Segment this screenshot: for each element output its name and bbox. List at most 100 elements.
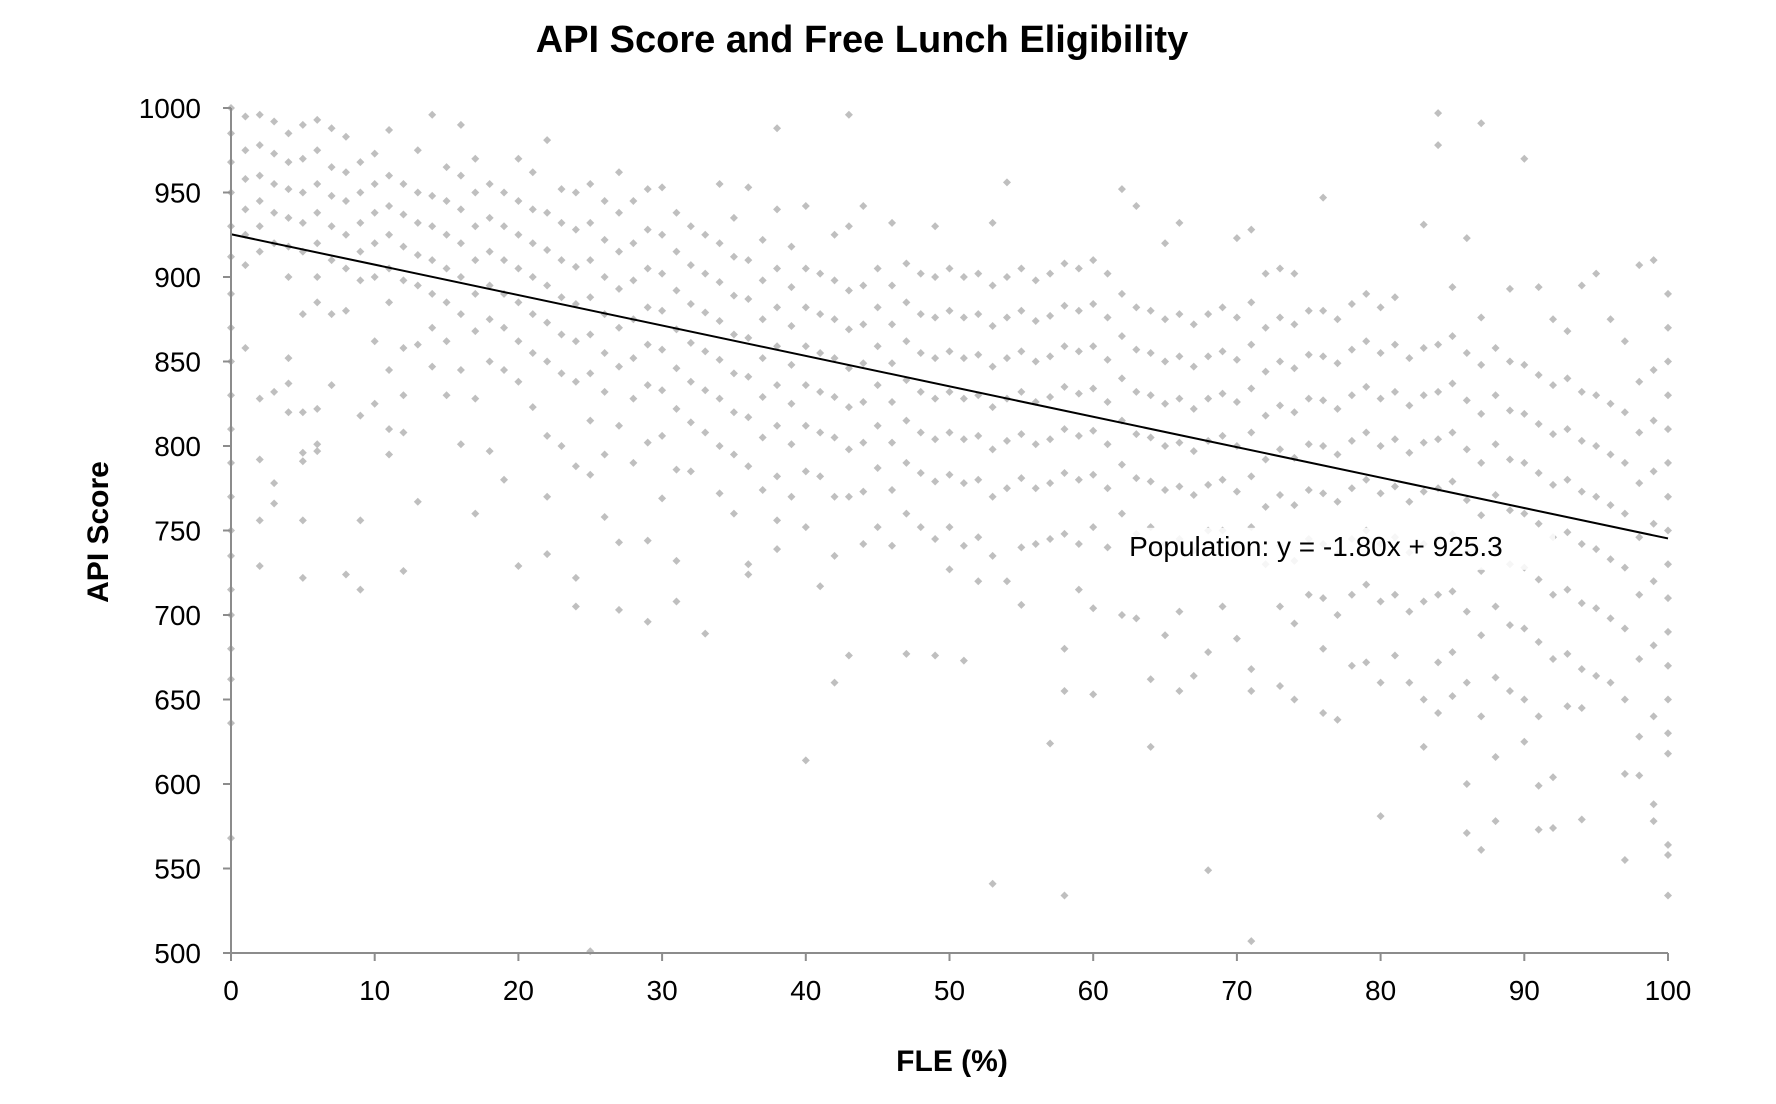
chart-title: API Score and Free Lunch Eligibility: [536, 19, 1188, 61]
data-point: [543, 136, 552, 145]
data-point: [1089, 384, 1098, 393]
data-point: [1347, 661, 1356, 670]
data-point: [844, 492, 853, 501]
data-point: [1448, 692, 1457, 701]
data-point: [844, 222, 853, 231]
data-point: [686, 300, 695, 309]
y-tick-label: 600: [154, 769, 201, 800]
data-point: [1002, 313, 1011, 322]
data-point: [1117, 332, 1126, 341]
data-point: [614, 421, 623, 430]
data-point: [1347, 590, 1356, 599]
data-point: [1405, 354, 1414, 363]
data-point: [1505, 687, 1514, 696]
data-point: [1060, 425, 1069, 434]
data-point: [298, 448, 307, 457]
data-point: [1276, 602, 1285, 611]
data-point: [672, 597, 681, 606]
data-point: [1060, 529, 1069, 538]
data-point: [270, 479, 279, 488]
data-point: [1448, 477, 1457, 486]
data-point: [859, 281, 868, 290]
data-point: [1161, 315, 1170, 324]
data-point: [888, 485, 897, 494]
data-point: [1175, 482, 1184, 491]
data-point: [1534, 519, 1543, 528]
data-point: [1505, 406, 1514, 415]
data-point: [643, 264, 652, 273]
data-point: [1319, 352, 1328, 361]
data-point: [1520, 360, 1529, 369]
data-point: [1390, 482, 1399, 491]
data-point: [1491, 391, 1500, 400]
data-point: [1146, 306, 1155, 315]
data-point: [629, 354, 638, 363]
data-point: [1520, 695, 1529, 704]
data-point: [600, 450, 609, 459]
data-point: [471, 154, 480, 163]
data-point: [1204, 866, 1213, 875]
data-point: [313, 440, 322, 449]
data-point: [1304, 440, 1313, 449]
data-point: [1577, 815, 1586, 824]
data-point: [1534, 825, 1543, 834]
data-point: [471, 289, 480, 298]
data-point: [1462, 349, 1471, 358]
data-point: [571, 602, 580, 611]
data-point: [1290, 364, 1299, 373]
data-point: [385, 230, 394, 239]
data-point: [1577, 665, 1586, 674]
data-point: [356, 585, 365, 594]
data-point: [571, 225, 580, 234]
data-point: [844, 445, 853, 454]
data-point: [1017, 430, 1026, 439]
data-point: [1664, 526, 1672, 535]
data-point: [931, 435, 940, 444]
data-point: [916, 387, 925, 396]
data-point: [1002, 178, 1011, 187]
data-point: [1031, 316, 1040, 325]
data-point: [686, 222, 695, 231]
data-point: [1074, 585, 1083, 594]
data-point: [270, 117, 279, 126]
data-point: [873, 303, 882, 312]
data-point: [1146, 433, 1155, 442]
data-point: [1031, 440, 1040, 449]
data-point: [715, 489, 724, 498]
data-point: [298, 310, 307, 319]
data-point: [255, 516, 264, 525]
data-point: [284, 273, 293, 281]
data-point: [456, 171, 465, 180]
data-point: [988, 879, 997, 888]
x-tick-label: 100: [1645, 975, 1692, 1006]
data-point: [1333, 404, 1342, 413]
data-point: [413, 251, 422, 260]
data-point: [945, 306, 954, 315]
data-point: [830, 392, 839, 401]
data-point: [744, 560, 753, 569]
data-point: [715, 239, 724, 248]
data-point: [1376, 394, 1385, 403]
data-point: [988, 362, 997, 371]
data-point: [586, 416, 595, 425]
data-point: [1505, 357, 1514, 366]
data-point: [701, 269, 710, 278]
data-point: [1491, 343, 1500, 352]
data-point: [643, 438, 652, 447]
data-point: [773, 205, 782, 214]
data-point: [1031, 276, 1040, 285]
data-point: [1089, 426, 1098, 435]
data-point: [816, 428, 825, 437]
data-point: [758, 354, 767, 363]
data-point: [571, 573, 580, 582]
x-tick-label: 10: [359, 975, 390, 1006]
data-point: [1549, 823, 1558, 832]
data-point: [787, 242, 796, 251]
data-point: [543, 318, 552, 327]
data-point: [1132, 303, 1141, 312]
data-point: [701, 308, 710, 317]
data-point: [701, 386, 710, 395]
data-point: [586, 330, 595, 339]
data-point: [370, 399, 379, 408]
data-point: [643, 536, 652, 545]
